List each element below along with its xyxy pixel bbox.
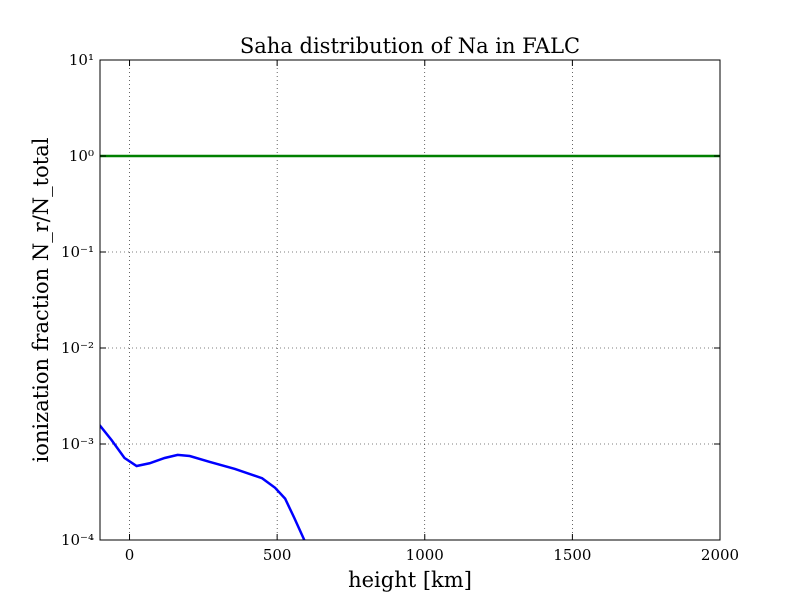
plot-frame	[99, 59, 721, 541]
y-tick-label: 10⁻³	[61, 435, 94, 453]
chart-title: Saha distribution of Na in FALC	[240, 34, 580, 58]
x-tick-label: 500	[263, 546, 292, 564]
y-tick-label: 10⁰	[69, 147, 94, 165]
y-tick-label: 10⁻¹	[61, 243, 94, 261]
plot-lines	[100, 154, 720, 540]
x-tick-label: 1500	[553, 546, 591, 564]
data-line	[100, 424, 306, 540]
y-tick-label: 10⁻²	[61, 339, 94, 357]
x-tick-label: 0	[125, 546, 135, 564]
y-axis-label: ionization fraction N_r/N_total	[29, 137, 53, 462]
x-tick-label: 1000	[406, 546, 444, 564]
x-tick-label: 2000	[701, 546, 739, 564]
y-tick-label: 10⁻⁴	[61, 531, 94, 549]
x-axis-label: height [km]	[348, 568, 472, 592]
ticks: 0 500 1000 1500 2000 10⁻⁴ 10⁻³ 10⁻² 10⁻¹ 10⁰ 10¹	[61, 51, 739, 564]
y-tick-label: 10¹	[69, 51, 94, 69]
